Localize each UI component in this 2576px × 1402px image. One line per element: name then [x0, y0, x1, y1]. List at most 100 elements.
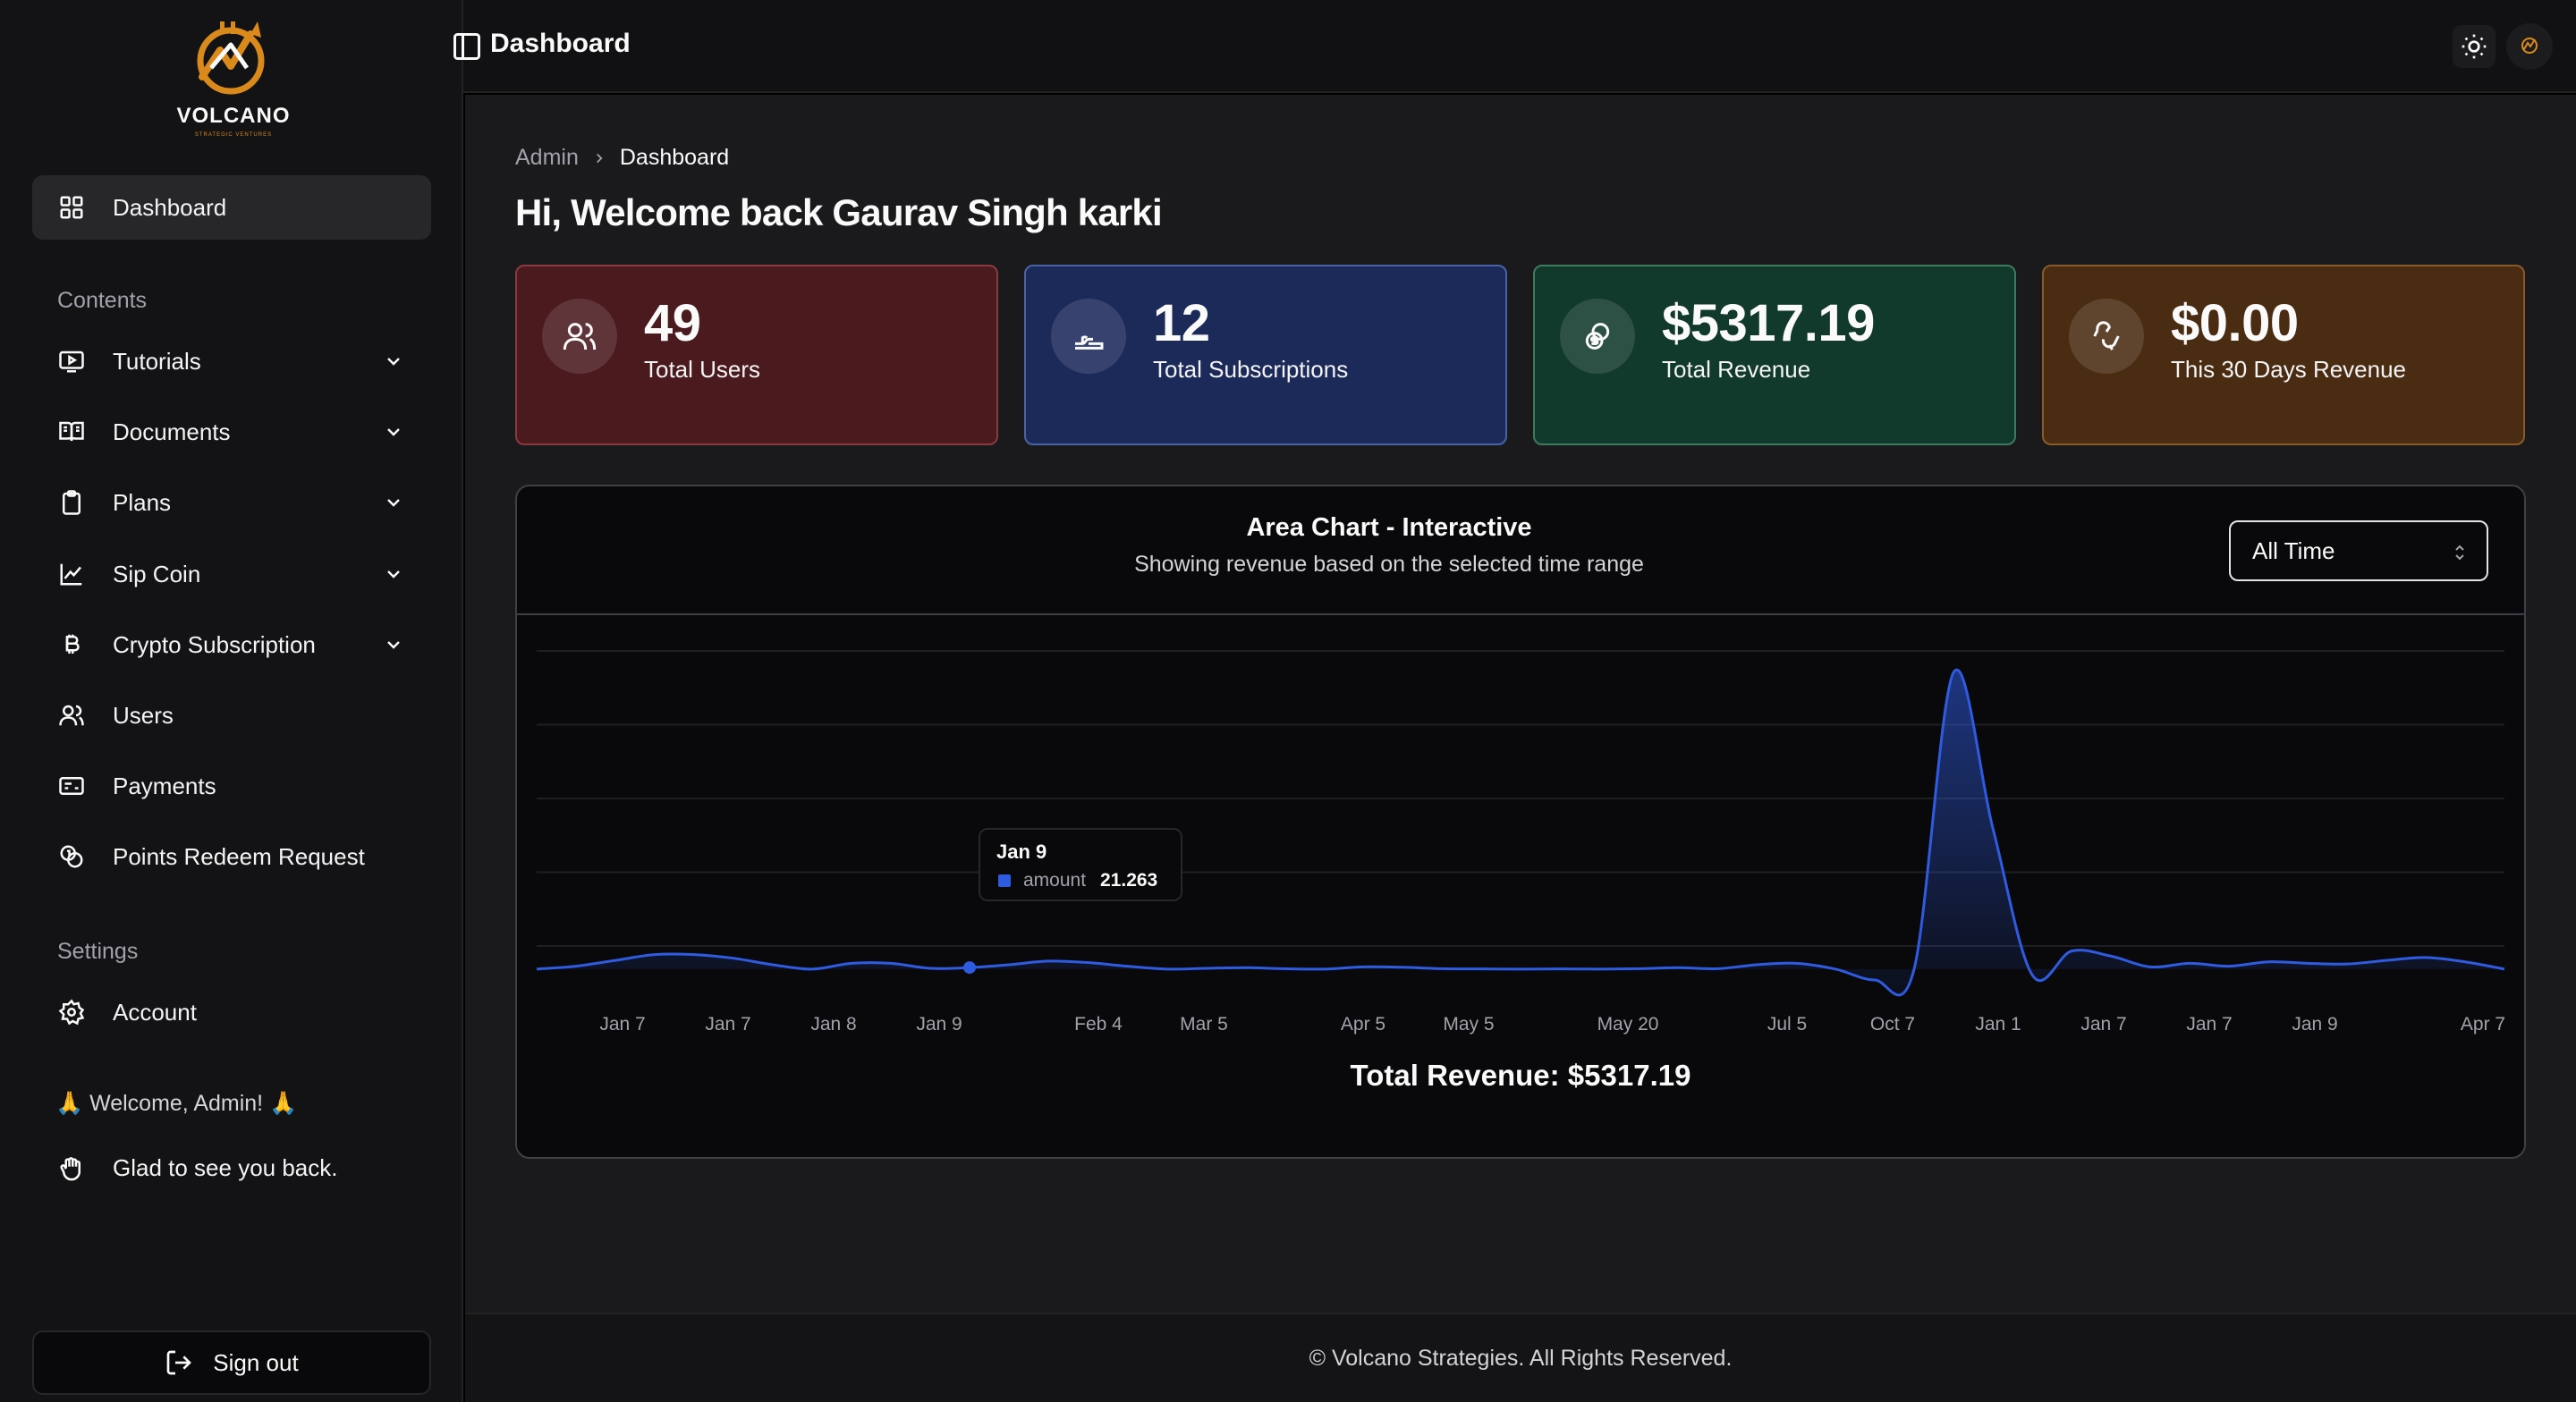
x-tick-label: Apr 7	[2461, 1014, 2505, 1035]
tooltip-value: 21.263	[1100, 870, 1158, 891]
footer: © Volcano Strategies. All Rights Reserve…	[465, 1313, 2576, 1402]
gear-icon	[57, 998, 86, 1026]
sign-out-button[interactable]: Sign out	[32, 1330, 431, 1395]
x-tick-label: Jan 9	[916, 1014, 962, 1035]
sidebar-item-plans[interactable]: Plans	[32, 474, 431, 531]
stat-label: Total Subscriptions	[1153, 356, 1349, 383]
x-tick-label: Jan 8	[810, 1014, 856, 1035]
sidebar-item-label: Points Redeem Request	[113, 842, 365, 870]
sidebar-item-label: Plans	[113, 488, 172, 516]
hand-icon	[57, 1153, 86, 1182]
stat-label: Total Revenue	[1662, 356, 1811, 383]
group-label-settings: Settings	[57, 939, 139, 964]
stat-card-total-revenue: $5317.19 Total Revenue	[1533, 265, 2016, 445]
x-tick-label: Jan 7	[705, 1014, 750, 1035]
chevron-down-icon[interactable]	[383, 492, 404, 513]
clipboard-icon	[57, 488, 86, 517]
x-tick-label: Jan 9	[2292, 1014, 2337, 1035]
sidebar-item-sip-coin[interactable]: Sip Coin	[32, 545, 431, 603]
tooltip-key: amount	[1023, 870, 1087, 891]
x-tick-label: May 5	[1443, 1014, 1494, 1035]
x-tick-label: Feb 4	[1074, 1014, 1123, 1035]
breadcrumb-admin[interactable]: Admin	[515, 145, 579, 170]
tooltip-swatch	[998, 874, 1011, 887]
users-icon	[57, 701, 86, 730]
coins-icon	[57, 842, 86, 871]
main-content: Admin Dashboard Hi, Welcome back Gaurav …	[465, 95, 2576, 1313]
sun-icon	[2462, 34, 2487, 59]
line-chart-icon	[57, 560, 86, 588]
sidebar-item-label: Tutorials	[113, 347, 201, 375]
stat-label: Total Users	[644, 356, 761, 383]
x-tick-label: May 20	[1597, 1014, 1659, 1035]
card-icon	[57, 772, 86, 800]
tooltip-date: Jan 9	[996, 840, 1047, 863]
page-title: Dashboard	[490, 29, 631, 58]
glad-text: Glad to see you back.	[113, 1153, 338, 1181]
volcano-logo-icon	[197, 21, 265, 95]
x-tick-label: Jan 7	[2186, 1014, 2232, 1035]
volcano-avatar-icon	[2521, 38, 2538, 54]
hand-coins-icon	[1051, 299, 1126, 374]
stat-value: 49	[644, 294, 701, 352]
sidebar-item-label: Crypto Subscription	[113, 630, 316, 658]
chart-title: Area Chart - Interactive	[1246, 513, 1532, 542]
bitcoin-icon	[57, 630, 86, 659]
stat-card-30-days-revenue: $0.00 This 30 Days Revenue	[2042, 265, 2525, 445]
chevron-up-down-icon	[2455, 545, 2464, 561]
sidebar-item-label: Sip Coin	[113, 560, 201, 587]
sidebar-item-label: Payments	[113, 772, 216, 799]
sidebar-item-label: Dashboard	[113, 193, 227, 221]
theme-toggle-button[interactable]	[2453, 25, 2496, 68]
wallet-icon	[2069, 299, 2144, 374]
area-chart[interactable]: Jan 7 Jan 7 Jan 8 Jan 9 Feb 4 Mar 5 Apr 5 May 5…	[517, 615, 2524, 1044]
chart-subtitle: Showing revenue based on the selected ti…	[1134, 552, 1644, 577]
chevron-down-icon[interactable]	[383, 634, 404, 655]
chevron-down-icon[interactable]	[383, 350, 404, 372]
avatar[interactable]	[2506, 23, 2553, 70]
sidebar-item-dashboard[interactable]	[32, 175, 431, 240]
x-tick-label: Jan 1	[1975, 1014, 2021, 1035]
sidebar-item-crypto-subscription[interactable]: Crypto Subscription	[32, 616, 431, 673]
time-range-value: All Time	[2252, 536, 2335, 564]
sidebar-item-account[interactable]: Account	[32, 984, 431, 1041]
copyright-text: © Volcano Strategies. All Rights Reserve…	[1309, 1345, 1733, 1371]
top-bar: Dashboard	[453, 0, 2576, 93]
sidebar-item-users[interactable]: Users	[32, 687, 431, 744]
x-tick-label: Mar 5	[1180, 1014, 1228, 1035]
video-icon	[57, 347, 86, 376]
stat-label: This 30 Days Revenue	[2171, 356, 2407, 383]
sidebar-item-tutorials[interactable]: Tutorials	[32, 333, 431, 390]
chart-tooltip: Jan 9 amount 21.263	[979, 828, 1182, 901]
group-label-contents: Contents	[57, 288, 148, 313]
sidebar-toggle-icon[interactable]	[451, 30, 483, 63]
x-tick-label: Jan 7	[2080, 1014, 2126, 1035]
breadcrumb: Admin Dashboard	[515, 145, 729, 171]
brand-logo[interactable]: VOLCANO STRATEGIC VENTURES	[175, 14, 292, 139]
chart-total-revenue: Total Revenue: $5317.19	[1350, 1059, 1691, 1092]
sidebar-item-payments[interactable]: Payments	[32, 757, 431, 815]
dollar-coin-icon	[1560, 299, 1635, 374]
area-chart-card: Area Chart - Interactive Showing revenue…	[515, 485, 2526, 1159]
highlight-point[interactable]	[963, 961, 976, 975]
sidebar-item-documents[interactable]: Documents	[32, 403, 431, 460]
time-range-select[interactable]: All Time	[2229, 520, 2488, 581]
x-tick-label: Jan 7	[599, 1014, 645, 1035]
chevron-right-icon	[596, 153, 603, 163]
sidebar-item-label: Documents	[113, 418, 231, 445]
book-icon	[57, 418, 86, 446]
chevron-down-icon[interactable]	[383, 563, 404, 585]
sidebar-item-label: Account	[113, 998, 197, 1026]
sidebar-item-label: Users	[113, 701, 174, 729]
stat-value: $5317.19	[1662, 294, 1875, 352]
breadcrumb-current: Dashboard	[619, 145, 730, 170]
series-line-amount	[536, 668, 2505, 997]
chart-header: Area Chart - Interactive Showing revenue…	[517, 486, 2524, 615]
chevron-down-icon[interactable]	[383, 421, 404, 443]
stat-card-total-users: 49 Total Users	[515, 265, 998, 445]
grid-icon	[57, 193, 86, 222]
sidebar-item-points-redeem[interactable]: Points Redeem Request	[32, 828, 431, 885]
welcome-admin-text: 🙏 Welcome, Admin! 🙏	[55, 1091, 298, 1116]
sidebar: VOLCANO STRATEGIC VENTURES Dashboard Con…	[0, 0, 463, 1402]
sidebar-item-dashboard-row[interactable]: Dashboard	[32, 179, 431, 236]
